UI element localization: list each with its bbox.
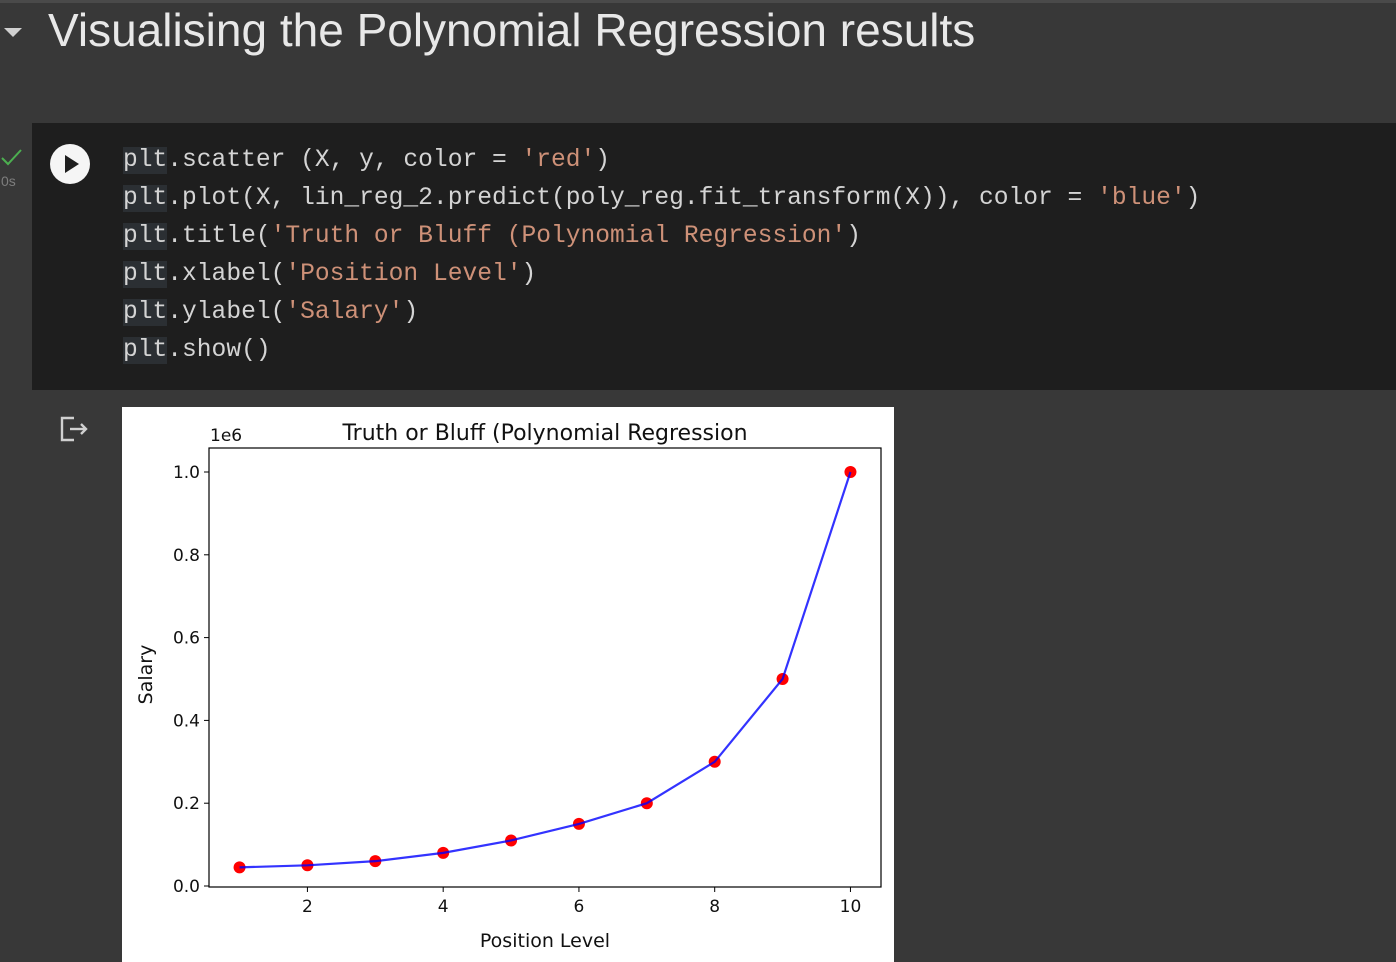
code-token: ) <box>595 147 611 174</box>
y-tick-label: 0.0 <box>173 877 200 897</box>
chart-title: Truth or Bluff (Polynomial Regression <box>341 421 747 446</box>
x-tick-label: 4 <box>438 897 449 917</box>
cell-status: 0s <box>0 146 30 196</box>
play-icon <box>65 155 79 173</box>
code-editor[interactable]: plt.scatter (X, y, color = 'red') plt.plo… <box>123 142 1200 370</box>
code-token: .scatter (X, y, color = <box>167 147 522 174</box>
x-tick-label: 10 <box>840 897 862 917</box>
section-title: Visualising the Polynomial Regression re… <box>48 4 976 56</box>
y-tick-label: 0.8 <box>173 546 200 566</box>
code-token: .title( <box>167 223 271 250</box>
code-line: plt.ylabel('Salary') <box>123 294 1200 332</box>
code-token: 'blue' <box>1097 185 1186 212</box>
code-cell[interactable]: plt.scatter (X, y, color = 'red') plt.plo… <box>32 123 1396 390</box>
section-header: Visualising the Polynomial Regression re… <box>0 0 1396 60</box>
code-token: 'red' <box>521 147 596 174</box>
code-token: .plot(X, lin_reg_2.predict(poly_reg.fit_… <box>167 185 1098 212</box>
code-line: plt.xlabel('Position Level') <box>123 256 1200 294</box>
code-token: .xlabel( <box>167 261 286 288</box>
output-redirect-icon[interactable] <box>58 414 92 444</box>
code-token: ) <box>403 299 419 326</box>
code-token: .show() <box>167 337 271 364</box>
chart: 0.0 0.2 0.4 0.6 0.8 1.0 2 4 6 8 10 1e6 Truth or Bluf… <box>135 421 882 952</box>
run-cell-button[interactable] <box>50 144 90 184</box>
code-token: plt <box>123 337 168 364</box>
regression-line <box>239 471 852 869</box>
y-tick-label: 0.6 <box>173 629 200 649</box>
code-token: ) <box>521 261 537 288</box>
y-offset-label: 1e6 <box>210 426 242 446</box>
execution-time: 0s <box>1 173 16 189</box>
x-tick-label: 8 <box>709 897 720 917</box>
checkmark-icon <box>0 146 24 170</box>
cell-output: 0.0 0.2 0.4 0.6 0.8 1.0 2 4 6 8 10 1e6 Truth or Bluf… <box>122 407 894 962</box>
code-token: plt <box>123 223 168 250</box>
x-axis-label: Position Level <box>480 930 610 952</box>
x-tick-label: 2 <box>302 897 313 917</box>
x-tick-label: 6 <box>574 897 585 917</box>
code-line: plt.scatter (X, y, color = 'red') <box>123 142 1200 180</box>
code-token: 'Truth or Bluff (Polynomial Regression' <box>270 223 847 250</box>
plot-frame <box>208 447 882 888</box>
code-line: plt.show() <box>123 332 1200 370</box>
chevron-down-icon[interactable] <box>0 18 30 48</box>
code-token: plt <box>123 185 168 212</box>
code-token: ) <box>1185 185 1201 212</box>
code-token: plt <box>123 299 168 326</box>
y-tick-label: 0.2 <box>173 794 200 814</box>
code-token: 'Salary' <box>285 299 404 326</box>
code-token: plt <box>123 147 168 174</box>
top-divider <box>0 0 1396 3</box>
y-tick-label: 1.0 <box>173 463 200 483</box>
y-tick-label: 0.4 <box>173 711 200 731</box>
code-token: .ylabel( <box>167 299 286 326</box>
code-token: ) <box>846 223 861 250</box>
code-line: plt.plot(X, lin_reg_2.predict(poly_reg.f… <box>123 180 1200 218</box>
y-axis-label: Salary <box>135 645 157 705</box>
code-token: 'Position Level' <box>285 261 522 288</box>
code-token: plt <box>123 261 168 288</box>
code-line: plt.title('Truth or Bluff (Polynomial Re… <box>123 218 1200 256</box>
